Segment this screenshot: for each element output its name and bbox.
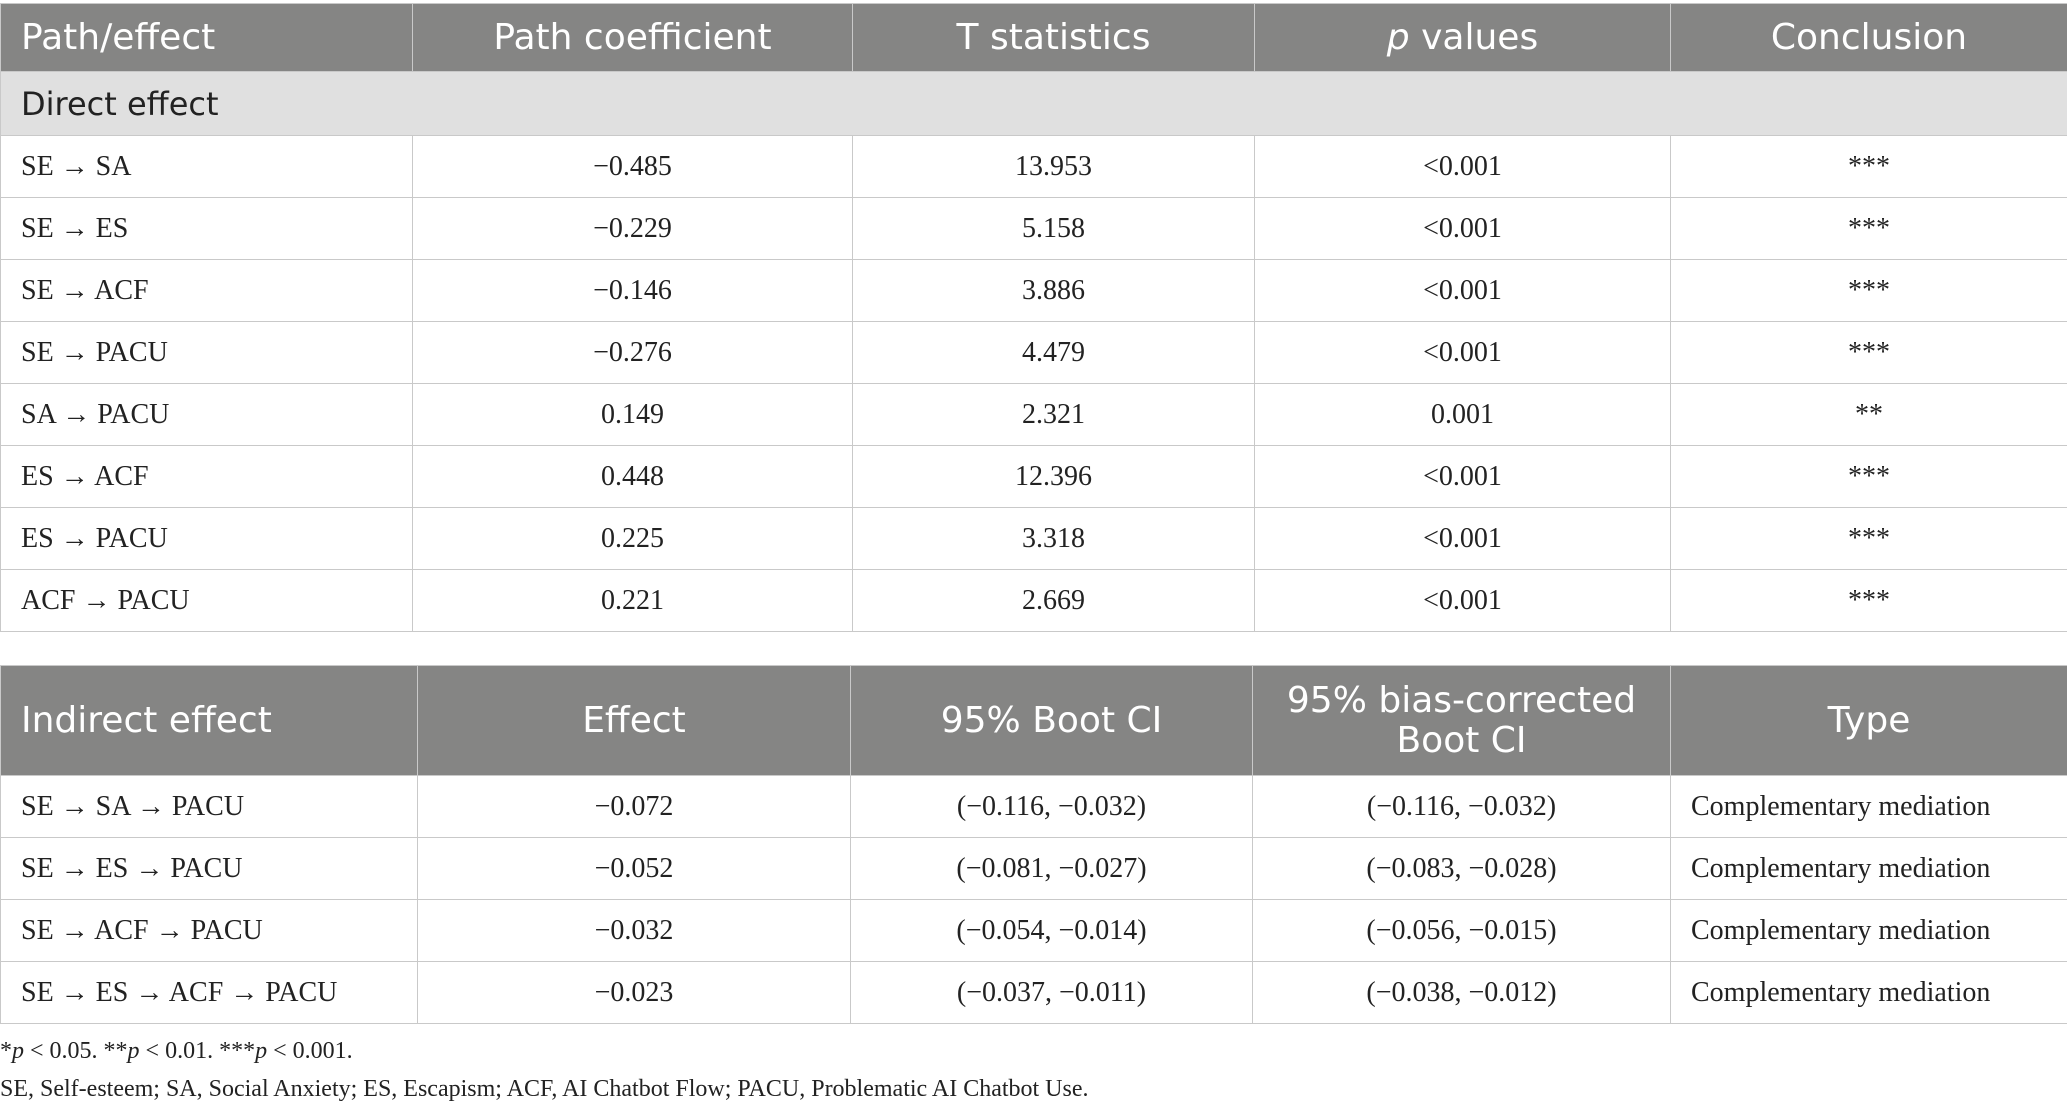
table-cell: 4.479 xyxy=(852,321,1255,384)
table-cell: 0.001 xyxy=(1254,383,1671,446)
abbreviations-note: SE, Self-esteem; SA, Social Anxiety; ES,… xyxy=(0,1076,1089,1102)
table-row: ES → PACU 0.225 3.318 <0.001 *** xyxy=(0,507,2067,570)
col-header-effect: Effect xyxy=(417,665,851,776)
table-header-row: Indirect effect Effect 95% Boot CI 95% b… xyxy=(0,665,2067,776)
table-row: SA → PACU 0.149 2.321 0.001 ** xyxy=(0,383,2067,446)
table-cell: ES → PACU xyxy=(0,507,413,570)
table-cell: <0.001 xyxy=(1254,135,1671,198)
table-cell: (−0.037, −0.011) xyxy=(850,961,1253,1024)
table-cell: *** xyxy=(1670,507,2067,570)
table-cell: <0.001 xyxy=(1254,321,1671,384)
table-cell: *** xyxy=(1670,445,2067,508)
table-cell: −0.146 xyxy=(412,259,853,322)
table-row: ACF → PACU 0.221 2.669 <0.001 *** xyxy=(0,569,2067,632)
table-cell: 2.669 xyxy=(852,569,1255,632)
table-row: SE → ACF → PACU −0.032 (−0.054, −0.014) (−0… xyxy=(0,899,2067,962)
table-cell: 0.225 xyxy=(412,507,853,570)
table-cell: ES → ACF xyxy=(0,445,413,508)
table-cell: 0.221 xyxy=(412,569,853,632)
table-row: SE → ES −0.229 5.158 <0.001 *** xyxy=(0,197,2067,260)
table-cell: SE → ES → ACF → PACU xyxy=(0,961,418,1024)
table-cell: *** xyxy=(1670,259,2067,322)
table-cell: ** xyxy=(1670,383,2067,446)
table-cell: −0.276 xyxy=(412,321,853,384)
table-cell: 5.158 xyxy=(852,197,1255,260)
table-cell: (−0.081, −0.027) xyxy=(850,837,1253,900)
table-row: SE → SA −0.485 13.953 <0.001 *** xyxy=(0,135,2067,198)
table-cell: *** xyxy=(1670,197,2067,260)
table-cell: 12.396 xyxy=(852,445,1255,508)
col-header-boot-ci: 95% Boot CI xyxy=(850,665,1253,776)
col-header-t-statistics: T statistics xyxy=(852,3,1255,72)
table-header-row: Path/effect Path coefficient T statistic… xyxy=(0,3,2067,72)
table-cell: Complementary mediation xyxy=(1670,961,2067,1024)
direct-effect-table: Path/effect Path coefficient T statistic… xyxy=(0,3,2067,632)
table-cell: <0.001 xyxy=(1254,197,1671,260)
table-cell: 0.149 xyxy=(412,383,853,446)
table-cell: (−0.083, −0.028) xyxy=(1252,837,1671,900)
table-cell: <0.001 xyxy=(1254,259,1671,322)
table-cell: SE → ACF xyxy=(0,259,413,322)
table-cell: (−0.054, −0.014) xyxy=(850,899,1253,962)
p-italic: p xyxy=(1386,16,1410,58)
table-cell: SE → SA → PACU xyxy=(0,775,418,838)
table-cell: <0.001 xyxy=(1254,569,1671,632)
table-cell: (−0.056, −0.015) xyxy=(1252,899,1671,962)
table-row: SE → SA → PACU −0.072 (−0.116, −0.032) (−0.… xyxy=(0,775,2067,838)
table-row: ES → ACF 0.448 12.396 <0.001 *** xyxy=(0,445,2067,508)
table-row: SE → ES → PACU −0.052 (−0.081, −0.027) (−0.… xyxy=(0,837,2067,900)
table-cell: 3.886 xyxy=(852,259,1255,322)
table-cell: (−0.116, −0.032) xyxy=(1252,775,1671,838)
col-header-bias-corrected-boot-ci: 95% bias-corrected Boot CI xyxy=(1252,665,1671,776)
table-cell: (−0.116, −0.032) xyxy=(850,775,1253,838)
col-header-path-coefficient: Path coefficient xyxy=(412,3,853,72)
col-header-conclusion: Conclusion xyxy=(1670,3,2067,72)
significance-note: *p < 0.05. **p < 0.01. ***p < 0.001. xyxy=(0,1038,353,1064)
table-cell: SE → ES → PACU xyxy=(0,837,418,900)
table-cell: −0.485 xyxy=(412,135,853,198)
table-cell: 3.318 xyxy=(852,507,1255,570)
table-cell: SE → ES xyxy=(0,197,413,260)
table-cell: *** xyxy=(1670,569,2067,632)
table-cell: Complementary mediation xyxy=(1670,837,2067,900)
indirect-effect-table: Indirect effect Effect 95% Boot CI 95% b… xyxy=(0,665,2067,1024)
table-cell: −0.052 xyxy=(417,837,851,900)
col-header-p-values: p values xyxy=(1254,3,1671,72)
table-cell: (−0.038, −0.012) xyxy=(1252,961,1671,1024)
table-cell: −0.072 xyxy=(417,775,851,838)
table-cell: −0.032 xyxy=(417,899,851,962)
table-cell: 2.321 xyxy=(852,383,1255,446)
p-values-label: values xyxy=(1421,16,1539,58)
table-cell: SA → PACU xyxy=(0,383,413,446)
col-header-path-effect: Path/effect xyxy=(0,3,413,72)
table-row: SE → PACU −0.276 4.479 <0.001 *** xyxy=(0,321,2067,384)
table-cell: −0.023 xyxy=(417,961,851,1024)
section-row: Direct effect xyxy=(0,71,2067,136)
table-cell: <0.001 xyxy=(1254,445,1671,508)
table-cell: *** xyxy=(1670,321,2067,384)
table-row: SE → ACF −0.146 3.886 <0.001 *** xyxy=(0,259,2067,322)
table-cell: Complementary mediation xyxy=(1670,775,2067,838)
table-cell: *** xyxy=(1670,135,2067,198)
table-cell: <0.001 xyxy=(1254,507,1671,570)
table-cell: SE → ACF → PACU xyxy=(0,899,418,962)
table-cell: ACF → PACU xyxy=(0,569,413,632)
col-header-indirect-effect: Indirect effect xyxy=(0,665,418,776)
table-cell: 0.448 xyxy=(412,445,853,508)
table-cell: SE → PACU xyxy=(0,321,413,384)
table-cell: 13.953 xyxy=(852,135,1255,198)
table-cell: SE → SA xyxy=(0,135,413,198)
table-cell: Complementary mediation xyxy=(1670,899,2067,962)
col-header-type: Type xyxy=(1670,665,2067,776)
table-row: SE → ES → ACF → PACU −0.023 (−0.037, −0.01… xyxy=(0,961,2067,1024)
table-cell: −0.229 xyxy=(412,197,853,260)
section-label: Direct effect xyxy=(0,71,2067,136)
